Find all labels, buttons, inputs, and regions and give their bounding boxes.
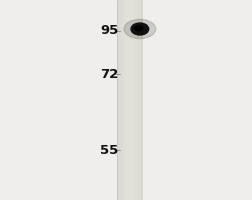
Bar (135, 0, 136, 200)
Bar (127, 0, 128, 200)
Bar (134, 0, 135, 200)
Text: 55: 55 (100, 144, 118, 156)
Ellipse shape (135, 26, 143, 31)
Bar (138, 0, 139, 200)
Bar (124, 0, 125, 200)
Bar (126, 0, 127, 200)
Bar (117, 0, 118, 200)
Ellipse shape (131, 23, 149, 35)
Bar (129, 0, 130, 200)
Bar (141, 0, 142, 200)
Bar (130, 0, 131, 200)
Bar (123, 0, 124, 200)
Bar (140, 0, 141, 200)
Bar (118, 0, 119, 200)
Bar (121, 0, 122, 200)
Bar (137, 0, 138, 200)
Bar (132, 0, 133, 200)
Bar (131, 0, 132, 200)
Bar (125, 0, 126, 200)
Bar (136, 0, 137, 200)
Text: 72: 72 (100, 68, 118, 80)
Bar (128, 0, 129, 200)
Bar (119, 0, 120, 200)
Bar (139, 0, 140, 200)
Bar (122, 0, 123, 200)
Ellipse shape (124, 19, 156, 39)
Text: 95: 95 (100, 24, 118, 38)
Bar (120, 0, 121, 200)
Bar (133, 0, 134, 200)
